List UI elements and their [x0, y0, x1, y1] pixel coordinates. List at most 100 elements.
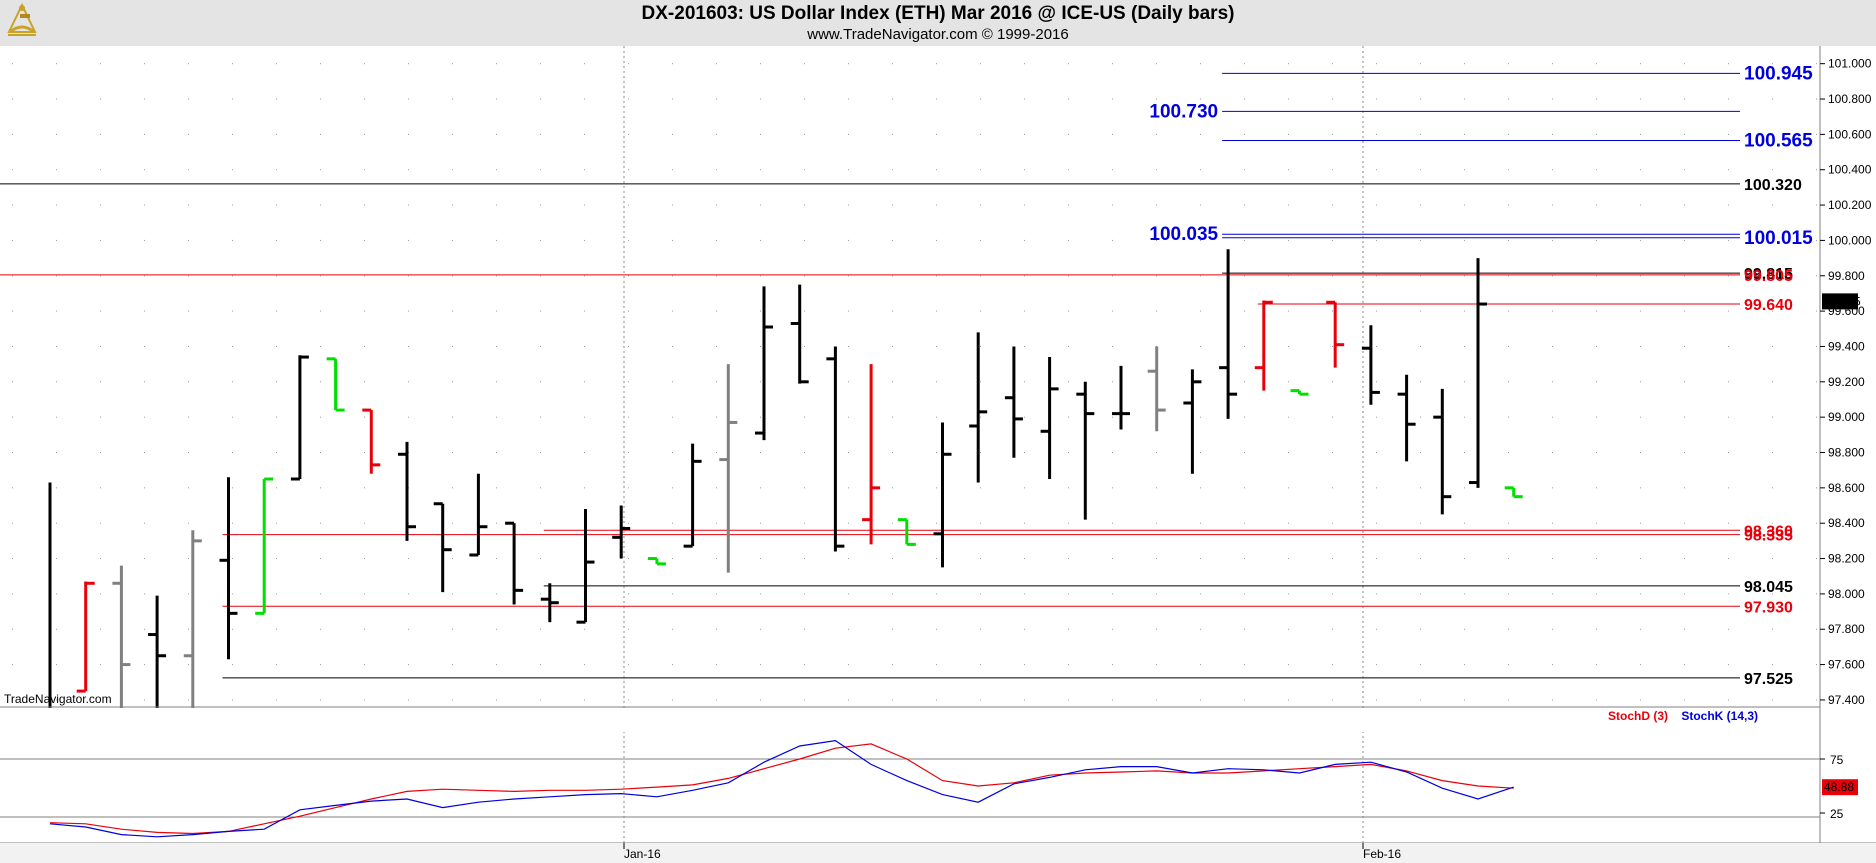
- grid-dot: [1772, 169, 1773, 171]
- grid-dot: [1332, 63, 1333, 65]
- grid-dot: [672, 133, 673, 135]
- grid-dot: [100, 345, 101, 347]
- grid-dot: [1640, 593, 1641, 595]
- grid-dot: [1068, 204, 1069, 206]
- grid-dot: [1728, 133, 1729, 135]
- grid-dot: [760, 699, 761, 701]
- chart-title: DX-201603: US Dollar Index (ETH) Mar 201…: [641, 3, 1235, 24]
- grid-dot: [56, 98, 57, 100]
- grid-dot: [1728, 381, 1729, 383]
- grid-dot: [716, 558, 717, 560]
- grid-dot: [144, 275, 145, 277]
- grid-dot: [1728, 558, 1729, 560]
- stochastic-line: [49, 743, 1514, 835]
- grid-dot: [936, 204, 937, 206]
- grid-dot: [1332, 381, 1333, 383]
- level-label: 100.320: [1744, 177, 1802, 194]
- grid-dot: [672, 522, 673, 524]
- grid-dot: [1200, 522, 1201, 524]
- grid-dot: [496, 310, 497, 312]
- grid-dot: [892, 416, 893, 418]
- grid-dot: [1552, 310, 1553, 312]
- grid-dot: [1508, 63, 1509, 65]
- grid-dot: [1288, 345, 1289, 347]
- grid-dot: [1508, 275, 1509, 277]
- grid-dot: [320, 451, 321, 453]
- grid-dot: [1816, 699, 1817, 701]
- grid-dot: [980, 487, 981, 489]
- grid-dot: [584, 416, 585, 418]
- grid-dot: [1156, 522, 1157, 524]
- grid-dot: [760, 275, 761, 277]
- grid-dot: [452, 63, 453, 65]
- grid-dot: [1156, 558, 1157, 560]
- grid-dot: [1288, 381, 1289, 383]
- grid-dot: [584, 169, 585, 171]
- grid-dot: [628, 522, 629, 524]
- grid-dot: [1156, 451, 1157, 453]
- grid-dot: [1200, 451, 1201, 453]
- grid-dot: [100, 487, 101, 489]
- grid-dot: [56, 699, 57, 701]
- grid-dot: [716, 98, 717, 100]
- grid-dot: [1420, 628, 1421, 630]
- grid-dot: [892, 699, 893, 701]
- grid-dot: [1420, 63, 1421, 65]
- grid-dot: [584, 63, 585, 65]
- grid-dot: [584, 98, 585, 100]
- grid-dot: [936, 699, 937, 701]
- grid-dot: [1112, 239, 1113, 241]
- grid-dot: [628, 487, 629, 489]
- grid-dot: [144, 345, 145, 347]
- grid-dot: [1816, 63, 1817, 65]
- grid-dot: [672, 169, 673, 171]
- grid-dot: [804, 345, 805, 347]
- grid-dot: [1816, 416, 1817, 418]
- grid-dot: [1332, 593, 1333, 595]
- grid-dot: [1552, 664, 1553, 666]
- grid-dot: [892, 451, 893, 453]
- grid-dot: [584, 699, 585, 701]
- grid-dot: [12, 628, 13, 630]
- grid-dot: [584, 628, 585, 630]
- grid-dot: [1024, 381, 1025, 383]
- level-label: 100.945: [1744, 63, 1813, 84]
- grid-dot: [408, 664, 409, 666]
- grid-dot: [100, 169, 101, 171]
- grid-dot: [1376, 381, 1377, 383]
- grid-dot: [12, 487, 13, 489]
- grid-dot: [1068, 451, 1069, 453]
- grid-dot: [1420, 699, 1421, 701]
- grid-dot: [364, 699, 365, 701]
- grid-dot: [1464, 169, 1465, 171]
- grid-dot: [100, 275, 101, 277]
- grid-dot: [1112, 416, 1113, 418]
- grid-dot: [1024, 133, 1025, 135]
- grid-dot: [1112, 451, 1113, 453]
- grid-dot: [1640, 522, 1641, 524]
- grid-dot: [1816, 239, 1817, 241]
- grid-dot: [1420, 522, 1421, 524]
- grid-dot: [144, 169, 145, 171]
- grid-dot: [1024, 98, 1025, 100]
- grid-dot: [1068, 98, 1069, 100]
- grid-dot: [980, 204, 981, 206]
- grid-dot: [1684, 133, 1685, 135]
- grid-dot: [1772, 593, 1773, 595]
- grid-dot: [584, 664, 585, 666]
- grid-dot: [1596, 416, 1597, 418]
- grid-dot: [716, 628, 717, 630]
- grid-dot: [496, 239, 497, 241]
- grid-dot: [1728, 345, 1729, 347]
- grid-dot: [276, 593, 277, 595]
- grid-dot: [1816, 275, 1817, 277]
- y-tick-label: 99.800: [1828, 269, 1865, 283]
- grid-dot: [276, 204, 277, 206]
- grid-dot: [232, 345, 233, 347]
- grid-dot: [892, 381, 893, 383]
- grid-dot: [320, 133, 321, 135]
- grid-dot: [1024, 310, 1025, 312]
- grid-dot: [144, 522, 145, 524]
- grid-dot: [1816, 664, 1817, 666]
- stochastic-panel: StochK (14,3) StochD (3): [0, 708, 1820, 838]
